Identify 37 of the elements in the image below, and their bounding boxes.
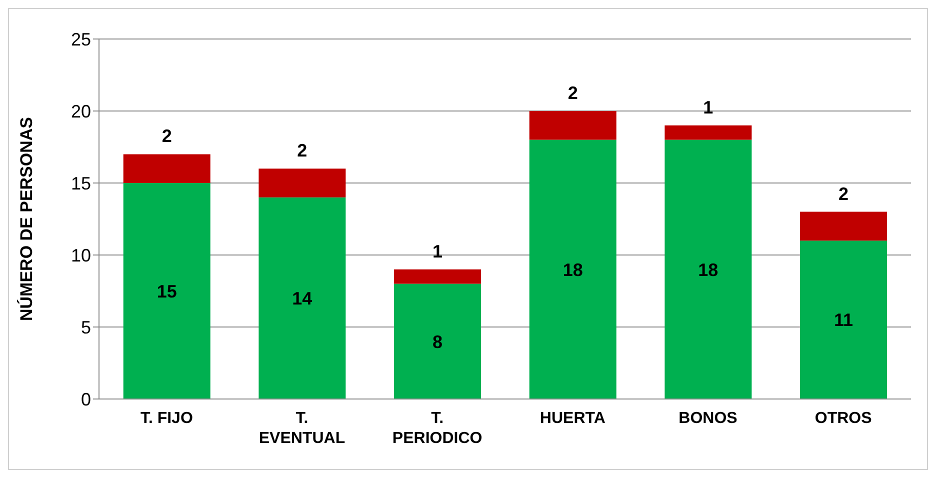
bar	[394, 284, 482, 399]
x-tick-label: T. PERIODICO	[392, 410, 482, 447]
bar	[258, 168, 346, 198]
x-tick-label: T. EVENTUAL	[258, 410, 346, 447]
y-axis-title: NÚMERO DE PERSONAS	[16, 116, 36, 322]
data-label: 15	[156, 281, 177, 302]
y-tick-label: 25	[70, 29, 91, 50]
data-label: 1	[703, 97, 714, 118]
data-label: 11	[834, 310, 854, 330]
bar	[529, 140, 616, 399]
bar	[123, 154, 210, 183]
data-label: 14	[292, 288, 312, 309]
bar	[529, 111, 616, 140]
y-tick-label: 5	[80, 317, 91, 338]
data-label: 18	[698, 260, 718, 280]
data-label: 18	[562, 260, 583, 280]
bar	[664, 140, 752, 399]
bar	[800, 212, 888, 241]
x-tick-label: OTROS	[814, 410, 872, 427]
data-label: 2	[838, 184, 849, 204]
data-label: 1	[432, 241, 443, 262]
data-label: 2	[297, 140, 308, 161]
x-tick-label: T. FIJO	[140, 410, 193, 427]
data-label: 2	[568, 83, 578, 103]
y-tick-label: 15	[70, 173, 91, 194]
bar	[258, 197, 346, 399]
y-tick-label: 10	[70, 245, 91, 266]
data-label: 2	[162, 126, 172, 146]
bar	[394, 269, 482, 284]
x-tick-label: BONOS	[678, 410, 738, 427]
y-tick-label: 0	[80, 389, 91, 410]
bar	[664, 125, 752, 140]
x-tick-label: HUERTA	[540, 410, 606, 427]
data-label: 8	[432, 332, 443, 352]
bar	[800, 240, 888, 399]
bar	[123, 183, 210, 399]
y-tick-label: 20	[70, 101, 91, 122]
